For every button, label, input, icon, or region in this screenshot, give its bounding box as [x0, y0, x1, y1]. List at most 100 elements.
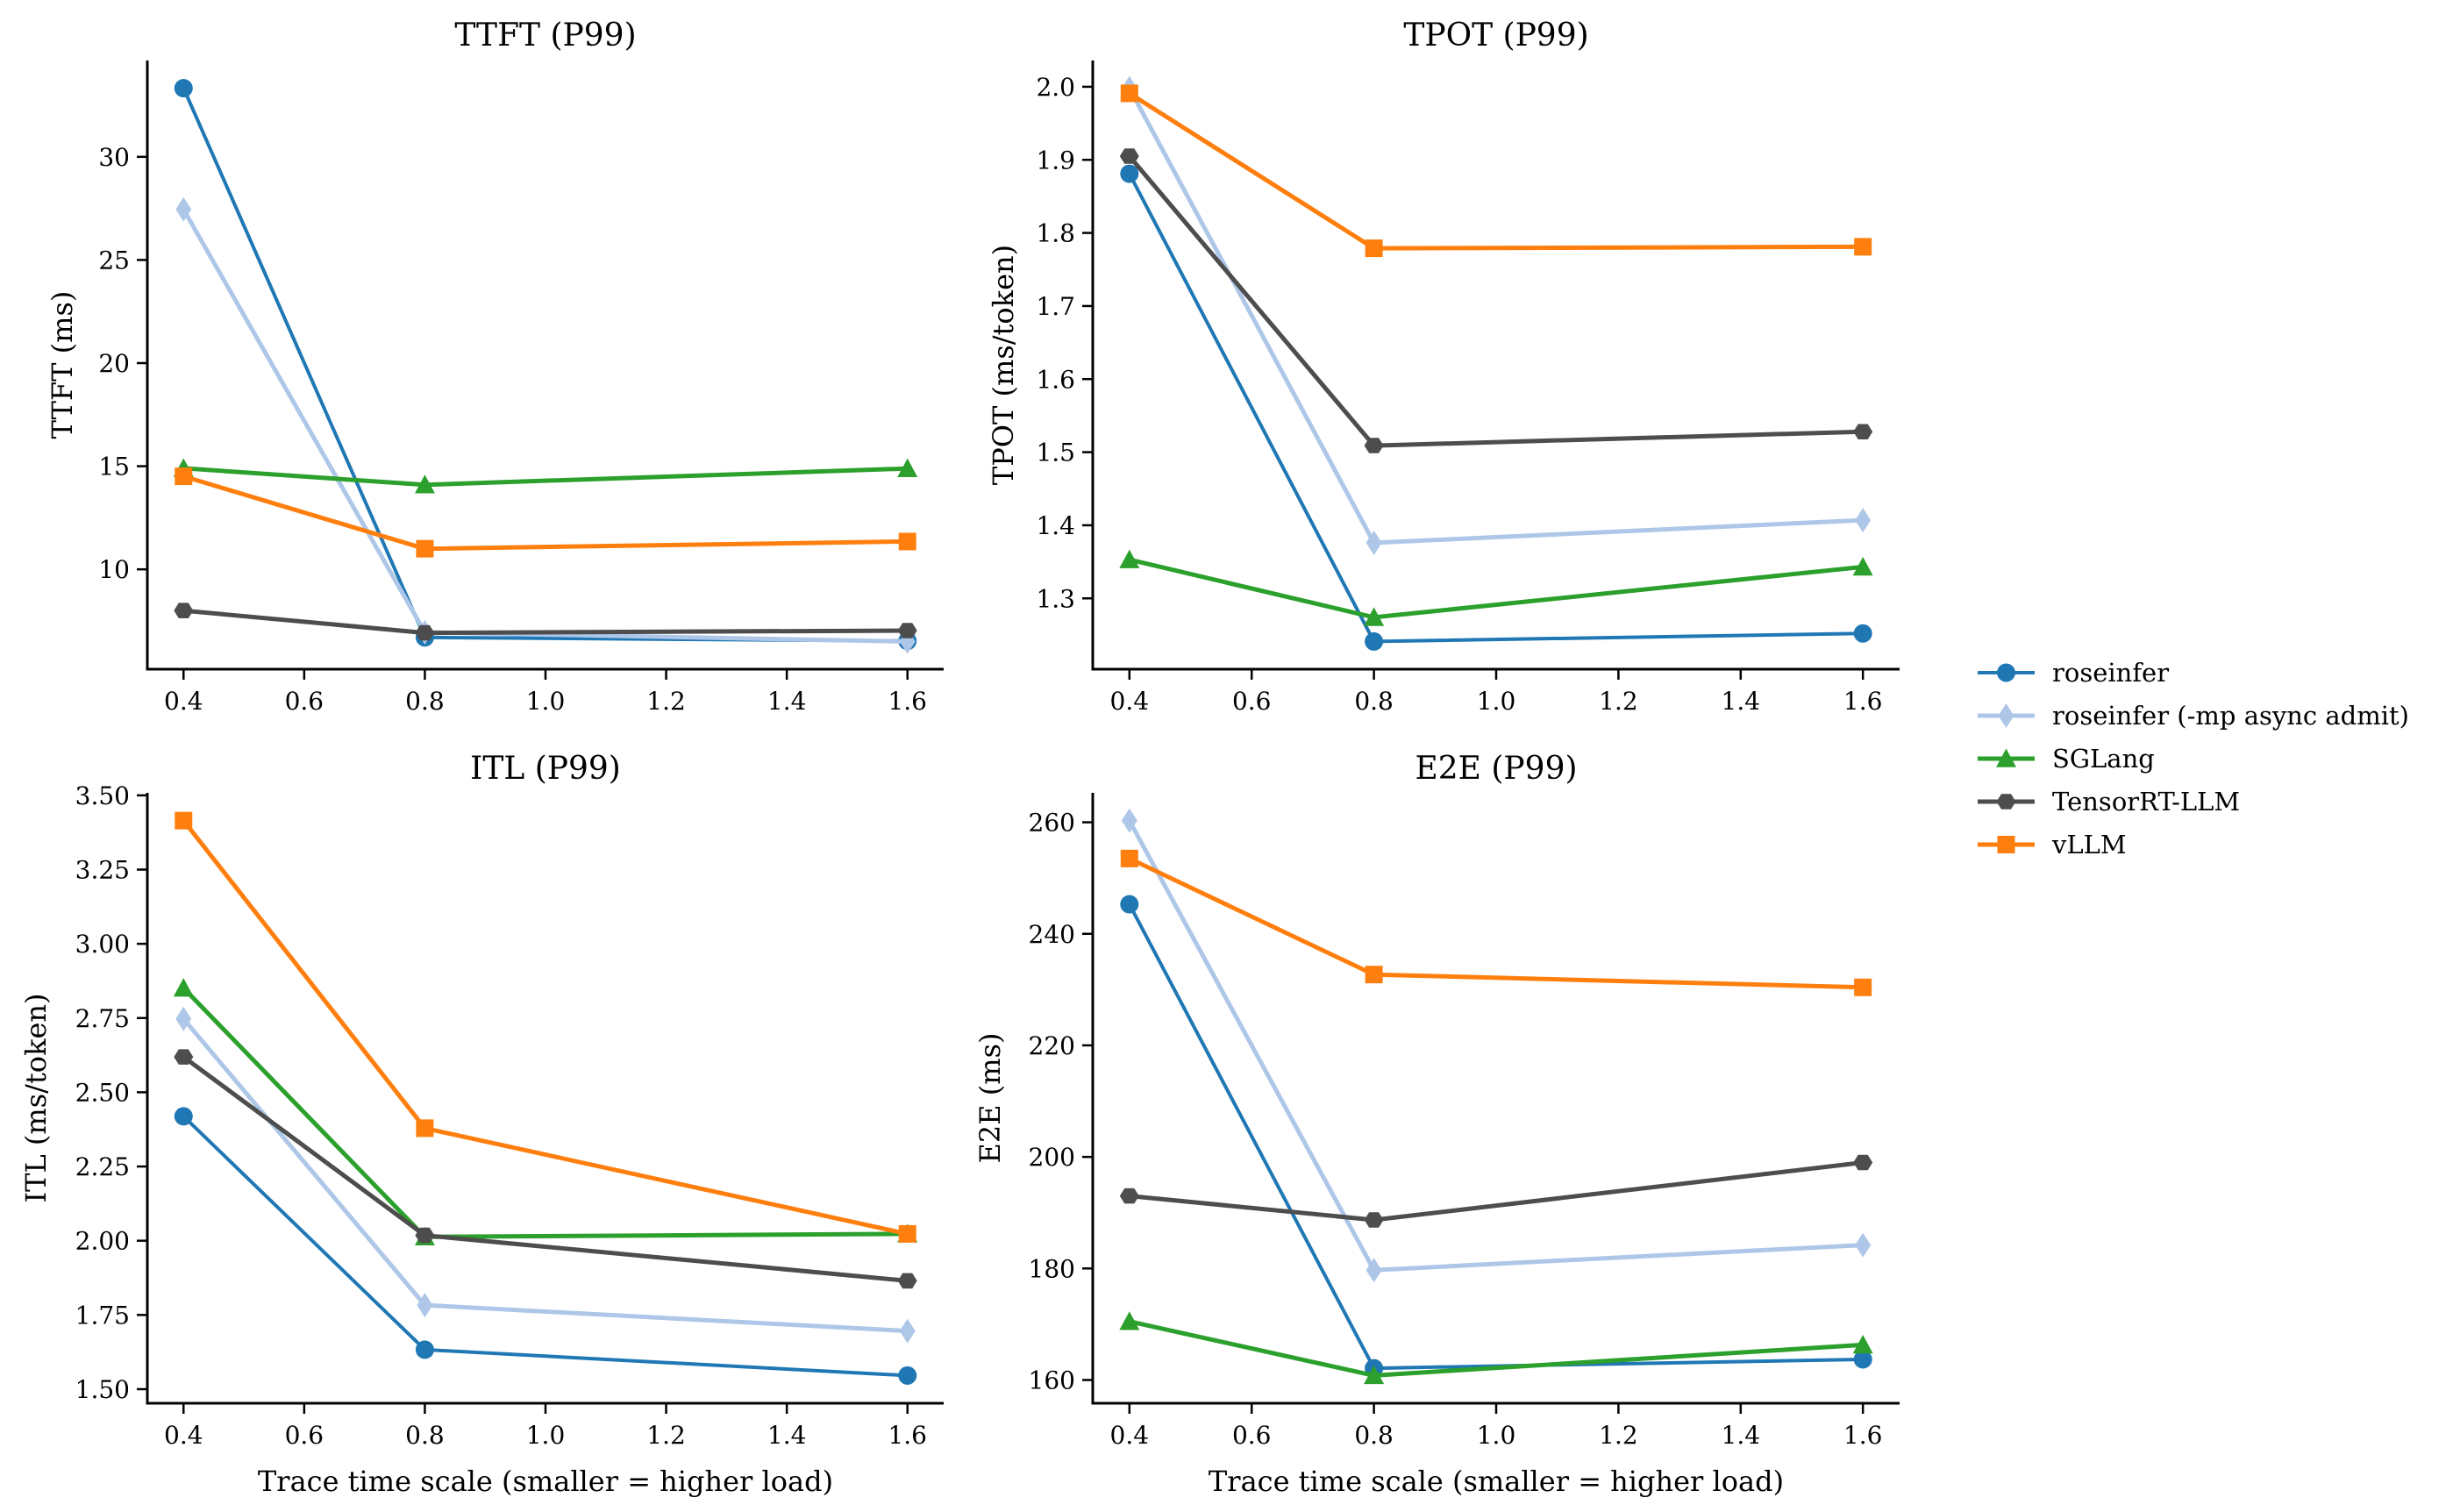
- x-tick-label: 0.4: [164, 687, 203, 716]
- data-point: [1364, 438, 1384, 453]
- x-tick-label: 1.2: [1599, 687, 1638, 716]
- data-point: [415, 1340, 434, 1359]
- x-tick-label: 1.2: [646, 1421, 686, 1450]
- data-point: [1854, 238, 1872, 256]
- series-vllm: [175, 811, 916, 1243]
- y-tick-label: 15: [98, 453, 130, 481]
- y-tick-label: 1.50: [75, 1375, 130, 1404]
- legend-marker-thin-diamond-icon: [1998, 703, 2014, 728]
- y-tick-label: 180: [1029, 1254, 1075, 1283]
- y-tick-label: 1.9: [1036, 146, 1075, 175]
- data-point: [1119, 1311, 1140, 1330]
- y-tick-label: 1.3: [1036, 584, 1075, 613]
- y-tick-label: 1.5: [1036, 439, 1075, 467]
- data-point: [897, 623, 917, 638]
- legend-label: SGLang: [2052, 744, 2155, 774]
- data-point: [1365, 530, 1382, 555]
- x-tick-label: 1.4: [767, 1421, 807, 1450]
- chart-title: ITL (P99): [470, 751, 621, 787]
- y-tick-label: 3.00: [75, 930, 130, 959]
- x-tick-label: 0.6: [1232, 1421, 1272, 1450]
- data-point: [1365, 966, 1383, 984]
- x-tick-label: 1.6: [888, 1421, 927, 1450]
- series-sglang: [1119, 1311, 1873, 1385]
- y-tick-label: 1.7: [1036, 292, 1075, 321]
- x-tick-label: 1.0: [1477, 1421, 1516, 1450]
- y-tick-label: 240: [1029, 920, 1075, 949]
- legend-label: TensorRT-LLM: [2052, 787, 2240, 817]
- y-axis-label: TTFT (ms): [46, 291, 79, 439]
- y-tick-label: 2.75: [75, 1004, 130, 1033]
- y-tick-label: 10: [98, 555, 130, 584]
- y-tick-label: 160: [1029, 1366, 1075, 1394]
- data-point: [416, 1119, 434, 1138]
- data-point: [1853, 1350, 1872, 1369]
- data-point: [898, 1224, 916, 1243]
- series-sglang: [1119, 549, 1873, 626]
- data-point: [1364, 1365, 1385, 1385]
- data-point: [1120, 849, 1138, 867]
- legend-handle: [1978, 748, 2035, 767]
- chart-title: TPOT (P99): [1403, 18, 1588, 53]
- legend-marker-hexagon-icon: [1996, 794, 2016, 809]
- y-tick-label: 2.50: [75, 1078, 130, 1107]
- legend-handle: [1978, 794, 2035, 809]
- data-point: [1120, 84, 1138, 103]
- data-point: [1853, 424, 1873, 439]
- data-point: [1120, 164, 1139, 183]
- y-tick-label: 200: [1029, 1143, 1075, 1172]
- x-tick-label: 0.8: [405, 1421, 445, 1450]
- x-tick-label: 1.4: [1722, 687, 1761, 716]
- data-point: [1855, 508, 1872, 533]
- legend-label: roseinfer: [2052, 658, 2169, 688]
- data-point: [1852, 556, 1873, 576]
- panel-ttft: TTFT (P99) TTFT (ms) 0.4 0.6 0.8 1.0 1.2 1.4 1…: [46, 18, 944, 716]
- x-tick-label: 1.6: [888, 687, 927, 716]
- y-axis-label: E2E (ms): [973, 1033, 1007, 1164]
- data-point: [1119, 549, 1140, 568]
- series-tensorrt-llm: [174, 603, 917, 641]
- series-vllm: [175, 467, 916, 558]
- data-point: [1119, 1187, 1139, 1204]
- x-axis-label: Trace time scale (smaller = higher load): [258, 1465, 833, 1498]
- data-point: [175, 1006, 192, 1031]
- y-tick-label: 3.25: [75, 856, 130, 885]
- legend-item-sglang: SGLang: [2052, 744, 2155, 774]
- x-tick-label: 0.6: [285, 687, 324, 716]
- y-tick-label: 1.6: [1036, 365, 1075, 394]
- data-point: [1364, 607, 1385, 626]
- legend-handle: [1978, 836, 2035, 853]
- series-tensorrt-llm: [1119, 1154, 1873, 1228]
- x-tick-label: 1.2: [646, 687, 686, 716]
- legend-label: roseinfer (-mp async admit): [2052, 701, 2409, 731]
- y-tick-label: 1.4: [1036, 511, 1075, 540]
- data-point: [1365, 1258, 1382, 1283]
- legend-marker-triangle-up-icon: [1996, 748, 2016, 767]
- data-point: [897, 458, 918, 477]
- series-vllm: [1120, 849, 1872, 996]
- y-tick-label: 1.75: [75, 1301, 130, 1330]
- x-tick-label: 1.2: [1599, 1421, 1638, 1450]
- x-tick-label: 1.0: [526, 687, 566, 716]
- y-tick-label: 20: [98, 349, 130, 378]
- data-point: [173, 978, 194, 997]
- data-point: [898, 1366, 917, 1385]
- series-tensorrt-llm: [174, 1049, 917, 1289]
- x-tick-label: 0.8: [1354, 1421, 1394, 1450]
- y-tick-label: 2.0: [1036, 73, 1075, 102]
- x-tick-label: 0.6: [285, 1421, 324, 1450]
- y-tick-label: 2.25: [75, 1152, 130, 1181]
- data-point: [1365, 631, 1384, 651]
- series-tensorrt-llm: [1119, 148, 1873, 453]
- legend-handle: [1978, 663, 2035, 682]
- series-vllm: [1120, 84, 1872, 258]
- data-point: [1365, 239, 1383, 258]
- y-tick-label: 220: [1029, 1031, 1075, 1060]
- x-tick-label: 0.4: [164, 1421, 203, 1450]
- data-point: [898, 532, 916, 551]
- data-point: [174, 1107, 193, 1126]
- x-tick-label: 1.6: [1843, 687, 1883, 716]
- x-tick-label: 1.4: [1722, 1421, 1761, 1450]
- data-point: [1854, 978, 1872, 996]
- panel-itl: ITL (P99) ITL (ms/token) Trace time scal…: [19, 751, 944, 1498]
